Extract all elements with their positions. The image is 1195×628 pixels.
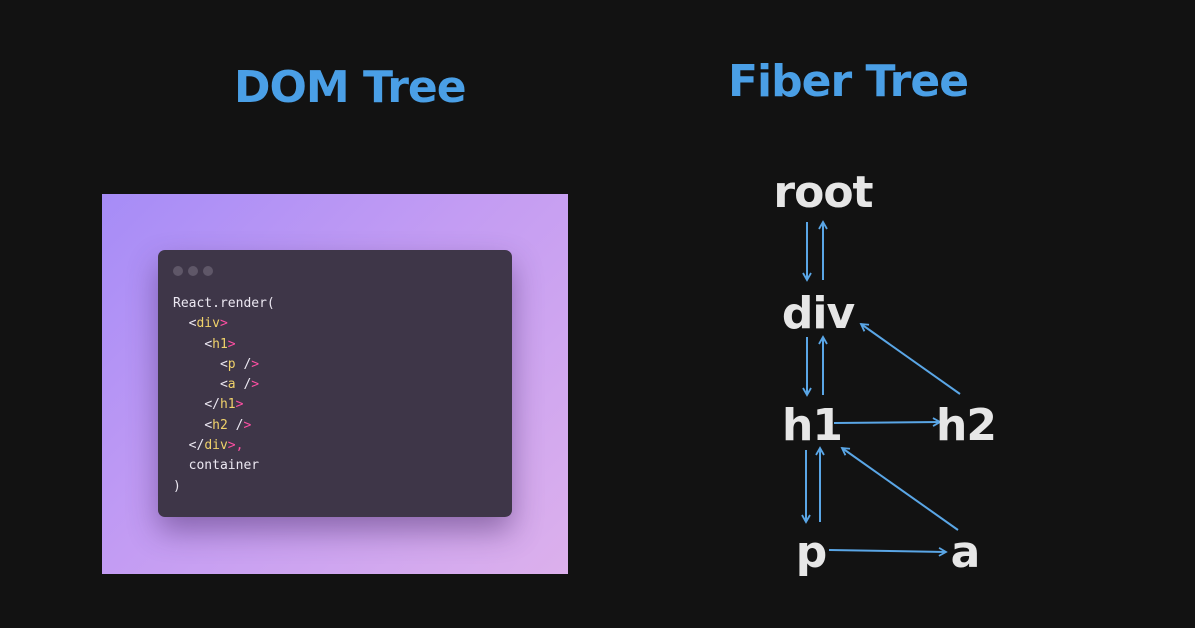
code-token: div: [204, 438, 228, 454]
code-token: >: [235, 397, 244, 413]
node-h1: h1: [782, 400, 842, 451]
code-token: >: [219, 316, 228, 332]
edge-p-to-a-arrow: [828, 547, 948, 557]
code-line: </h1>: [173, 397, 243, 412]
code-line: container: [173, 458, 259, 473]
code-token: div: [196, 316, 220, 332]
edge-h2-to-div-arrow: [859, 322, 961, 395]
code-token: ): [173, 478, 181, 494]
code-line: <h1>: [173, 336, 236, 352]
code-token: >: [251, 377, 260, 393]
code-token: /: [235, 377, 252, 393]
code-token: >,: [227, 438, 244, 454]
node-a: a: [951, 527, 980, 578]
edge-a-to-h1-arrow: [840, 446, 959, 531]
code-snippet-background: React.render( <div> <h1> <p /> <a /> </h…: [102, 194, 568, 574]
node-h2: h2: [936, 400, 996, 451]
code-token: /: [235, 356, 252, 372]
window-dot-icon: [173, 266, 183, 276]
code-token: <: [219, 377, 228, 393]
code-token: <: [204, 417, 213, 433]
edge-h1-to-h2-arrow: [833, 417, 942, 427]
code-token: </: [188, 438, 205, 454]
code-token: </: [204, 397, 220, 413]
code-token: a: [227, 377, 236, 393]
code-token: h1: [219, 397, 236, 413]
code-line: <div>: [173, 316, 228, 331]
code-token: /: [227, 417, 244, 433]
code-block: React.render( <div> <h1> <p /> <a /> </h…: [173, 294, 275, 497]
window-dot-icon: [203, 266, 213, 276]
window-dots: [173, 266, 213, 276]
code-token: <: [219, 356, 228, 372]
code-token: container: [173, 458, 260, 474]
code-line: </div>,: [173, 438, 244, 454]
code-line: React.render(: [173, 296, 275, 311]
code-token: <: [188, 316, 197, 332]
code-token: >: [251, 356, 260, 372]
code-token: >: [243, 417, 252, 433]
window-dot-icon: [188, 266, 198, 276]
code-token: h1: [212, 336, 228, 352]
node-p: p: [796, 527, 827, 578]
fiber-tree-heading: Fiber Tree: [728, 56, 969, 107]
node-layer: root div h1 h2 p a: [773, 167, 997, 578]
code-token: >: [227, 336, 236, 352]
code-token: React.render(: [173, 296, 275, 311]
code-token: h2: [212, 417, 228, 433]
edge-layer: [801, 220, 961, 557]
code-window: React.render( <div> <h1> <p /> <a /> </h…: [158, 250, 512, 517]
code-token: p: [227, 356, 236, 372]
code-token: <: [204, 336, 213, 352]
code-line: ): [173, 479, 181, 494]
node-div: div: [782, 288, 856, 339]
node-root: root: [773, 167, 873, 218]
code-line: <a />: [173, 377, 259, 392]
code-line: <p />: [173, 357, 259, 372]
code-line: <h2 />: [173, 418, 251, 433]
dom-tree-heading: DOM Tree: [234, 62, 467, 113]
